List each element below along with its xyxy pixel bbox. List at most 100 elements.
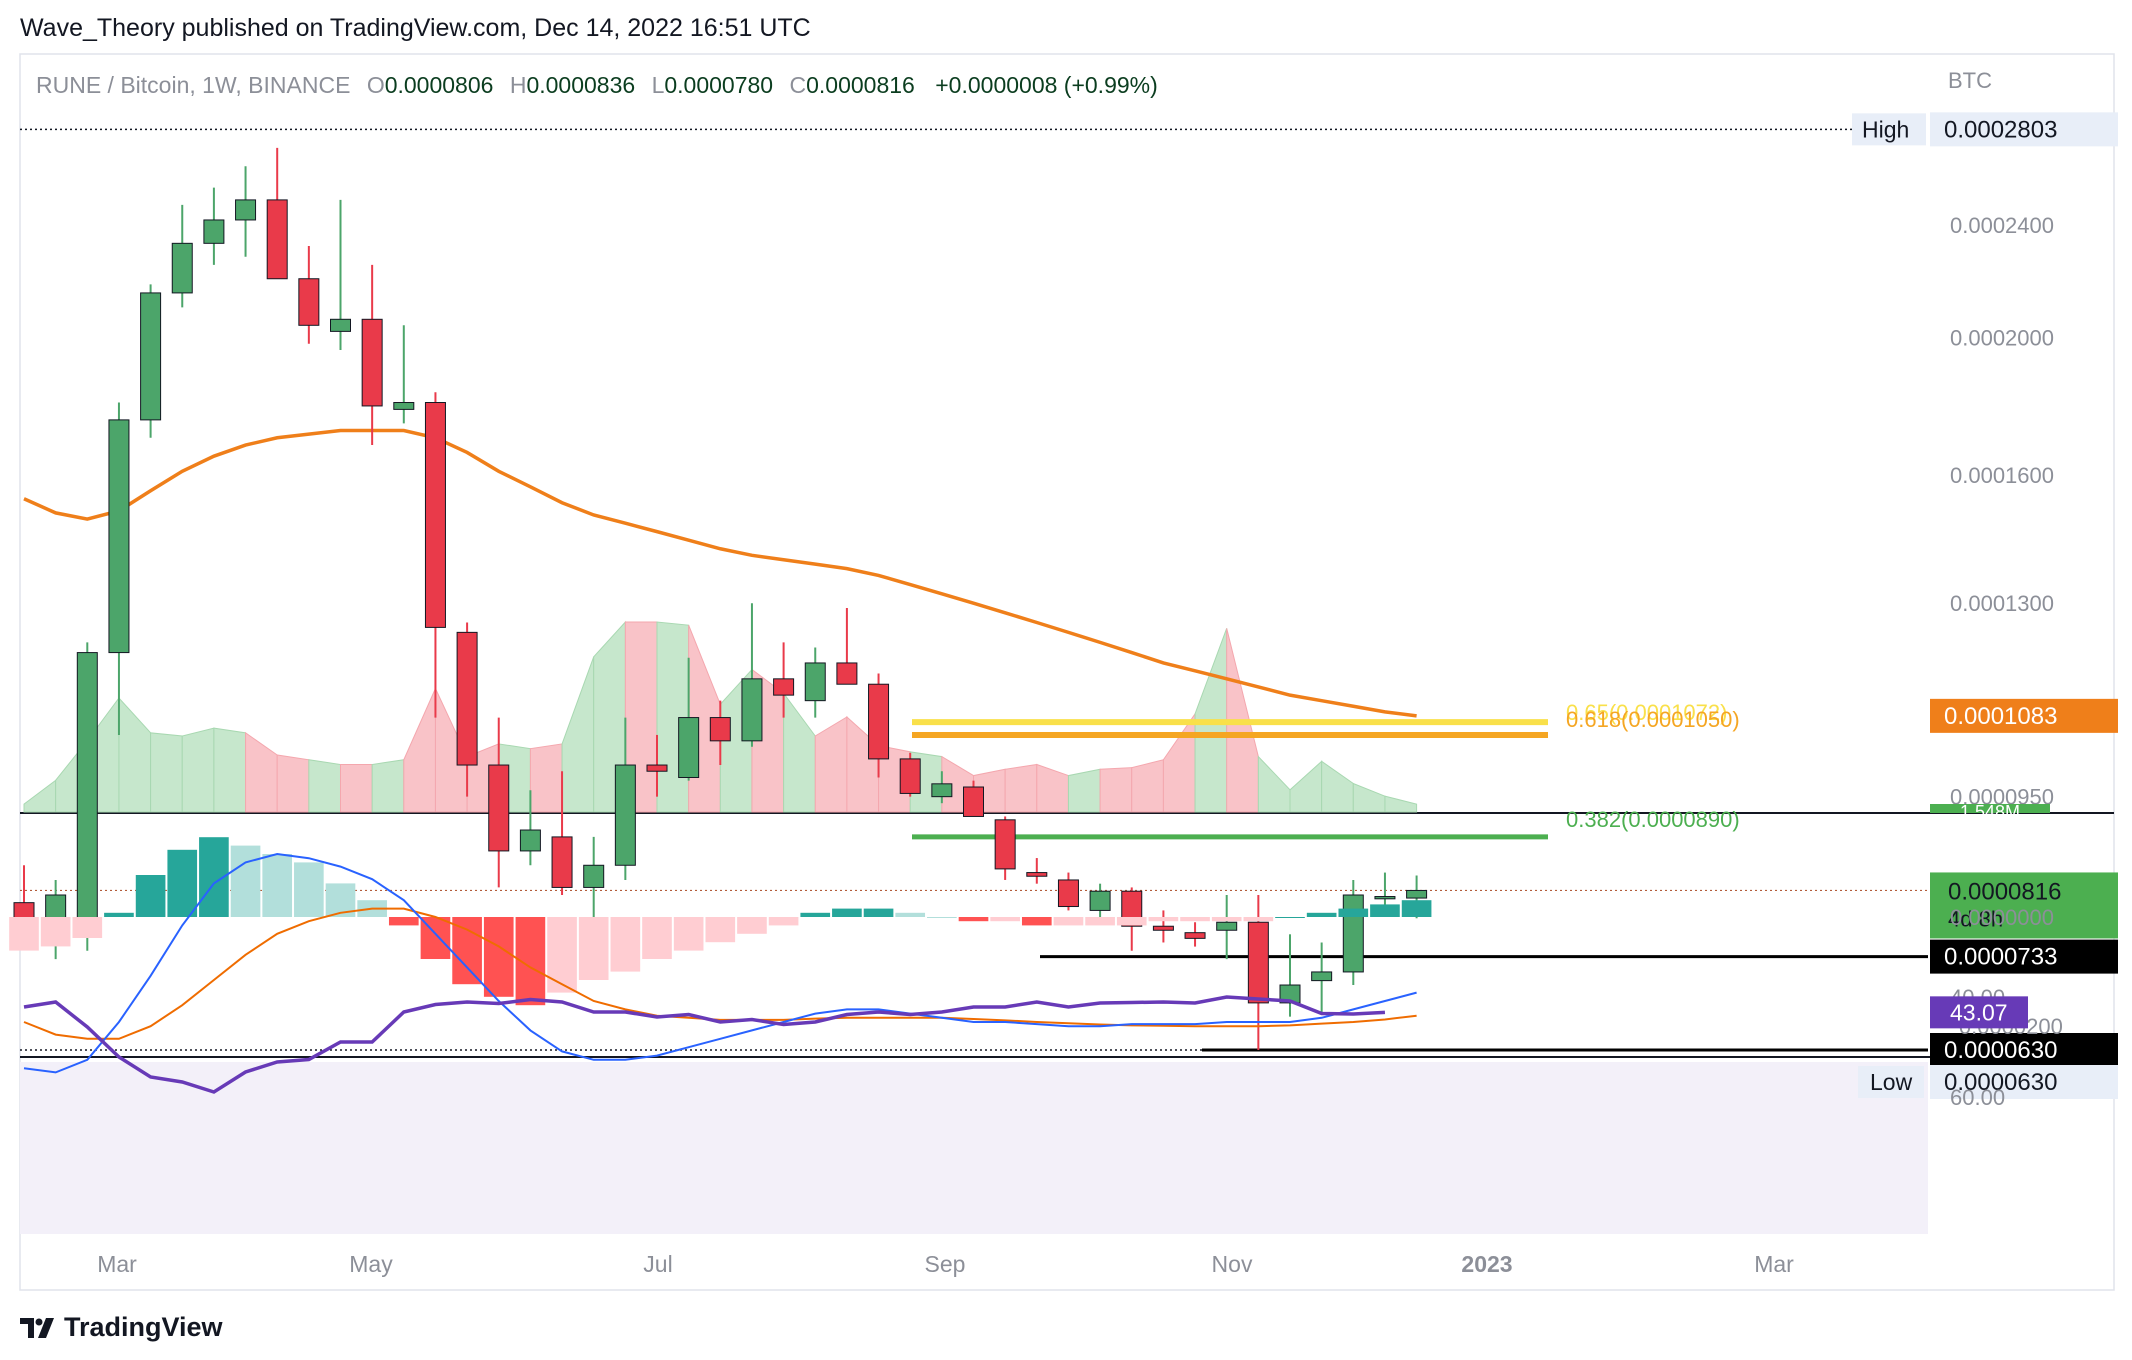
fib-65-label: 0.65(0.0001072)	[1566, 700, 1727, 725]
candle-up	[804, 662, 826, 702]
macd-histogram-bar	[262, 854, 293, 917]
candle-up	[1216, 921, 1238, 931]
tradingview-footer[interactable]: TradingView	[20, 1312, 223, 1343]
candle-up	[519, 829, 541, 852]
volume-segment	[1321, 760, 1354, 813]
tradingview-brand: TradingView	[64, 1312, 223, 1342]
candle-down	[994, 819, 1016, 870]
open-label: O	[367, 72, 385, 98]
candle-down	[1026, 872, 1048, 877]
symbol-legend: RUNE / Bitcoin, 1W, BINANCE O0.0000806 H…	[36, 72, 1158, 98]
high-value: 0.0000836	[526, 72, 635, 98]
macd-histogram-bar	[832, 908, 862, 917]
time-tick: 2023	[1461, 1251, 1512, 1277]
low-label-box	[1858, 1066, 1924, 1098]
macd-histogram-bar	[737, 917, 767, 934]
candle-up	[330, 318, 351, 332]
volume-segment	[23, 779, 57, 813]
horizontal-levels: 0.65(0.0001072)0.618(0.0001050) 0.382(0.0…	[20, 128, 1928, 1052]
volume-segment	[1067, 768, 1101, 813]
candle-up	[614, 764, 636, 866]
macd-histogram-bar	[1148, 917, 1179, 922]
current-price-box	[1930, 872, 2118, 939]
macd-histogram-bar	[990, 917, 1020, 922]
ema-line	[23, 428, 1417, 718]
volume-segment	[1162, 712, 1196, 813]
time-tick: Jul	[643, 1251, 672, 1277]
volume-segment	[1099, 767, 1133, 813]
volume-segment	[308, 759, 341, 813]
macd-histogram-bar	[673, 917, 704, 951]
macd-histogram-bar	[1116, 917, 1147, 926]
candle-down	[266, 199, 288, 280]
candle-up	[931, 783, 953, 798]
fib-382-label: 0.382(0.0000890)	[1566, 807, 1740, 832]
close-value: 0.0000816	[806, 72, 915, 98]
volume-segment	[340, 764, 373, 813]
macd-signal-line	[23, 907, 1417, 1040]
high-label: H	[510, 72, 527, 98]
volume-segment	[783, 691, 816, 813]
volume-segment	[245, 731, 278, 813]
current-price-value: 0.0000816	[1948, 878, 2061, 905]
candle-down	[551, 836, 573, 888]
macd-histogram-bar	[1338, 908, 1369, 917]
macd-histogram-bar	[388, 917, 419, 926]
candle-down	[1247, 921, 1269, 1004]
volume-segment	[529, 743, 563, 813]
time-axis: Mar May Jul Sep Nov 2023 Mar	[97, 1251, 1794, 1277]
macd-histogram-bar	[1211, 917, 1242, 922]
candle-up	[1089, 890, 1111, 911]
candle-down	[773, 678, 795, 696]
time-tick: Sep	[925, 1251, 966, 1277]
support-2-value: 0.0000630	[1944, 1037, 2057, 1064]
candle-up	[203, 219, 225, 244]
low-label: Low	[1870, 1069, 1913, 1095]
candle-up	[1279, 984, 1301, 1004]
change-value: +0.0000008 (+0.99%)	[935, 72, 1158, 98]
candle-up	[235, 199, 257, 221]
rsi-line	[23, 995, 1386, 1094]
macd-histogram-bar	[1306, 912, 1337, 917]
macd-histogram-bar	[895, 912, 926, 917]
macd-histogram-bar	[72, 917, 103, 938]
volume-segment	[1004, 763, 1038, 813]
price-tick: 0.0002000	[1950, 326, 2054, 351]
volume-segment	[371, 759, 405, 813]
support-1-value: 0.0000733	[1944, 944, 2057, 971]
high-value-box	[1930, 112, 2118, 147]
candle-up	[1374, 896, 1396, 900]
macd-histogram-bar	[927, 917, 957, 918]
volume-segment	[1289, 760, 1323, 813]
fib-618-label: 0.618(0.0001050)	[1566, 707, 1740, 732]
macd-histogram-bar	[863, 908, 894, 917]
low-label: L	[652, 72, 665, 98]
high-label: High	[1862, 116, 1909, 142]
volume-segment	[561, 656, 595, 813]
macd-histogram-bar	[40, 917, 71, 947]
macd-histogram-bar	[1180, 917, 1210, 922]
macd-histogram-bar	[1085, 917, 1115, 926]
volume-segment	[1257, 755, 1291, 813]
volume-segment	[150, 732, 183, 813]
time-tick: Nov	[1212, 1251, 1253, 1277]
ema-value: 0.0001083	[1944, 703, 2057, 730]
tradingview-logo-icon	[20, 1317, 54, 1338]
candle-down	[1152, 925, 1174, 931]
macd-histogram-bar	[958, 917, 989, 922]
macd-histogram-bar	[1401, 900, 1432, 917]
support-2-value-box	[1930, 1033, 2118, 1067]
macd-histogram-bar	[1053, 917, 1084, 926]
candle-up	[741, 678, 763, 742]
macd-histogram-bar	[547, 917, 577, 993]
candle-down	[709, 717, 731, 742]
low-value: 0.0000630	[1944, 1069, 2057, 1096]
volume-segment	[656, 621, 690, 813]
macd-histogram-bar	[800, 912, 831, 917]
macd-histogram-bar	[1275, 917, 1305, 918]
price-tick: 0.0002400	[1950, 213, 2054, 238]
time-tick: May	[349, 1251, 393, 1277]
chart-frame	[19, 53, 2115, 1291]
volume-segment	[1131, 759, 1164, 813]
